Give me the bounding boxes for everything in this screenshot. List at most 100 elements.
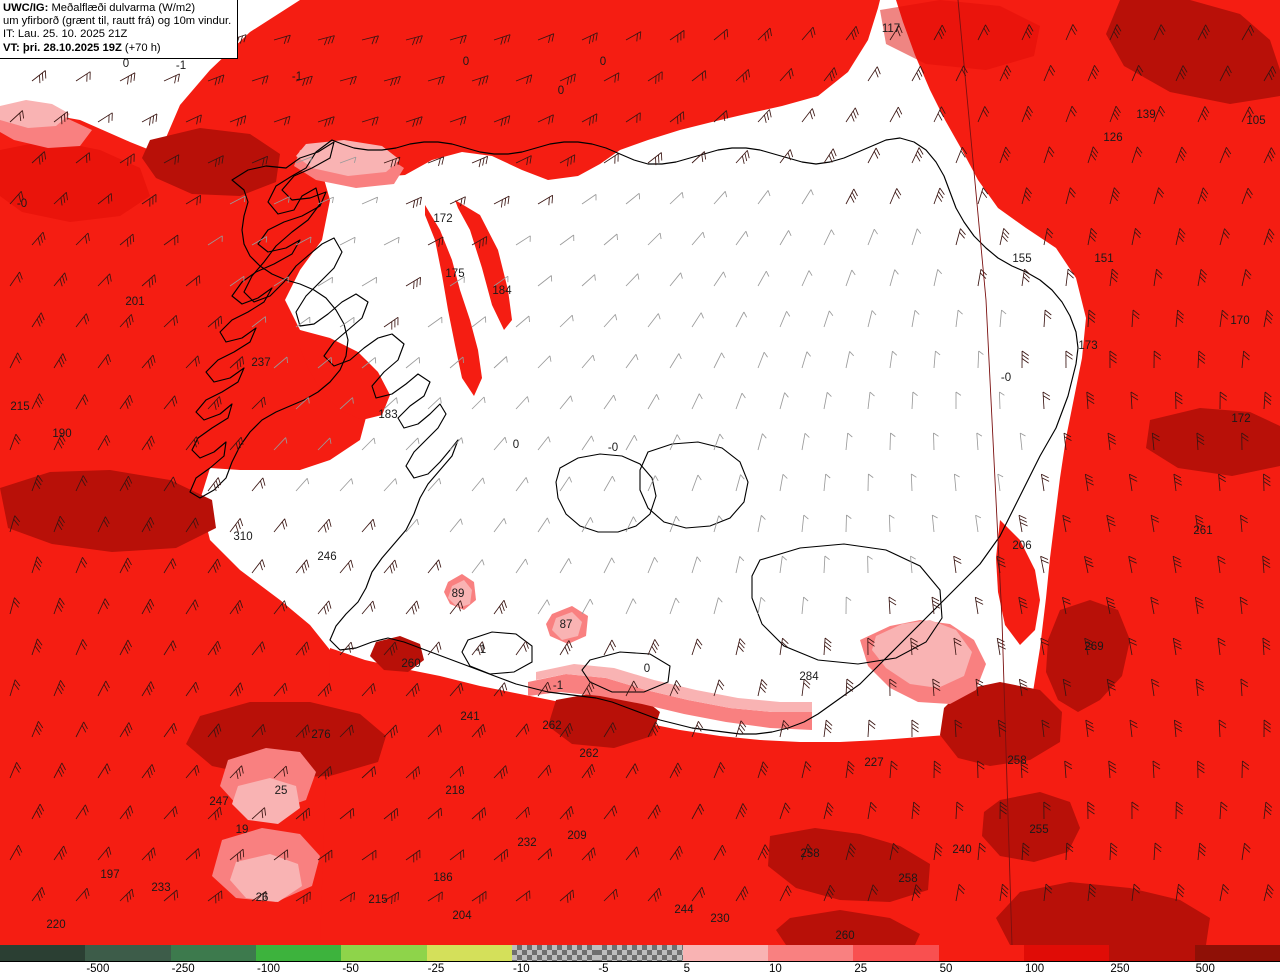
wind-barb-flag xyxy=(123,564,129,572)
wind-barb-flag xyxy=(18,845,23,853)
wind-barb xyxy=(867,147,877,164)
wind-barb xyxy=(361,276,377,287)
wind-barb-flag xyxy=(612,891,616,900)
wind-barb-flag xyxy=(150,681,155,689)
wind-barb xyxy=(977,760,979,779)
colorbar-band-6[interactable] xyxy=(511,945,598,961)
wind-barb xyxy=(757,270,767,287)
wind-barb-flag xyxy=(460,600,464,609)
wind-barb xyxy=(1043,228,1048,246)
wind-barb xyxy=(449,600,461,615)
wind-barb-flag xyxy=(133,72,136,81)
wind-barb xyxy=(251,891,267,902)
wind-barb-flag xyxy=(216,399,220,408)
wind-barb-flag xyxy=(375,35,379,44)
wind-barb-flag xyxy=(891,760,898,767)
colorbar-band-14[interactable] xyxy=(1194,945,1280,961)
wind-barb-flag xyxy=(239,851,242,860)
colorbar-band-10[interactable] xyxy=(853,945,939,961)
wind-barb-flag xyxy=(589,767,593,776)
colorbar-band-12[interactable] xyxy=(1023,945,1110,961)
wind-barb-flag xyxy=(824,645,832,651)
wind-barb-flag xyxy=(196,116,199,125)
wind-barb-flag xyxy=(284,600,288,609)
wind-barb xyxy=(713,597,719,615)
wind-barb xyxy=(427,316,443,328)
wind-barb-flag xyxy=(1264,395,1272,402)
colorbar-band-11[interactable] xyxy=(938,945,1024,961)
wind-barb-flag xyxy=(1151,678,1159,684)
wind-barb-flag xyxy=(85,313,90,322)
wind-barb xyxy=(691,721,699,738)
colorbar-band-2[interactable] xyxy=(170,945,256,961)
wind-barb-flag xyxy=(460,682,464,691)
wind-barb-flag xyxy=(614,314,618,321)
colorbar-band-1[interactable] xyxy=(85,945,171,961)
wind-barb xyxy=(581,598,591,615)
wind-barb-flag xyxy=(87,233,90,242)
wind-barb xyxy=(910,556,913,574)
wind-barb xyxy=(1087,146,1094,164)
wind-barb xyxy=(207,396,220,410)
map-value-label: 183 xyxy=(378,409,397,421)
wind-barb-flag xyxy=(744,153,748,162)
wind-barb-flag xyxy=(896,28,901,37)
wind-barb xyxy=(801,597,805,615)
wind-barb-flag xyxy=(435,562,440,571)
wind-barb-flag xyxy=(569,723,573,731)
wind-barb-flag xyxy=(674,683,680,691)
wind-barb-flag xyxy=(107,354,112,363)
wind-barb-flag xyxy=(523,644,527,652)
wind-barb-flag xyxy=(656,804,661,813)
wind-barb-flag xyxy=(963,65,968,74)
wind-barb xyxy=(1151,433,1155,451)
colorbar-band-4[interactable] xyxy=(341,945,427,961)
wind-barb-flag xyxy=(57,686,63,695)
colorbar-band-9[interactable] xyxy=(767,945,854,961)
colorbar-band-8[interactable] xyxy=(682,945,768,961)
colorbar-band-13[interactable] xyxy=(1109,945,1195,961)
wind-barb xyxy=(1109,24,1118,41)
wind-barb-flag xyxy=(566,76,570,85)
wind-barb-flag xyxy=(106,276,110,285)
wind-barb xyxy=(889,269,896,287)
map-viewport[interactable]: 0 -1 -1 0 0 0 117 139 126 105 -0 172 175 184 155 151 201… xyxy=(0,0,1280,946)
wind-barb-flag xyxy=(910,641,919,647)
colorbar-band-3[interactable] xyxy=(255,945,342,961)
wind-barb-flag xyxy=(477,647,481,656)
wind-barb-flag xyxy=(1266,235,1273,243)
wind-barb xyxy=(1239,597,1243,615)
map-value-label: 241 xyxy=(460,711,479,723)
colorbar[interactable]: -500 -250 -100 -50 -25 -10 -5 5 10 25 50 100 250 500 xyxy=(0,945,1280,978)
wind-barb-flag xyxy=(632,598,637,604)
wind-barb-flag xyxy=(15,433,21,441)
map-value-label: 201 xyxy=(125,296,144,308)
wind-barb xyxy=(735,150,748,164)
wind-barb xyxy=(603,394,615,410)
colorbar-band-5[interactable] xyxy=(426,945,512,961)
wind-barb xyxy=(185,848,199,861)
colorbar-band-0[interactable] xyxy=(0,945,86,961)
wind-barb-flag xyxy=(1196,604,1204,609)
wind-barb xyxy=(207,723,220,738)
wind-barb xyxy=(801,761,807,779)
wind-barb-flag xyxy=(632,766,637,775)
wind-barb-flag xyxy=(1268,72,1273,81)
wind-barb-flag xyxy=(172,558,177,566)
wind-barb-flag xyxy=(701,153,704,162)
wind-barb-flag xyxy=(526,157,529,166)
wind-barb-flag xyxy=(236,118,240,127)
wind-barb-flag xyxy=(1130,391,1139,397)
wind-barb-flag xyxy=(104,438,109,446)
colorbar-band-7[interactable] xyxy=(597,945,683,961)
wind-barb xyxy=(295,75,313,82)
wind-barb-flag xyxy=(678,353,682,360)
colorbar-bands[interactable] xyxy=(0,945,1280,962)
wind-barb-flag xyxy=(933,686,941,691)
wind-barb xyxy=(119,153,135,164)
wind-barb-flag xyxy=(744,886,749,894)
wind-barb xyxy=(185,114,202,123)
wind-barb-flag xyxy=(500,199,503,208)
wind-barb xyxy=(1108,760,1111,779)
